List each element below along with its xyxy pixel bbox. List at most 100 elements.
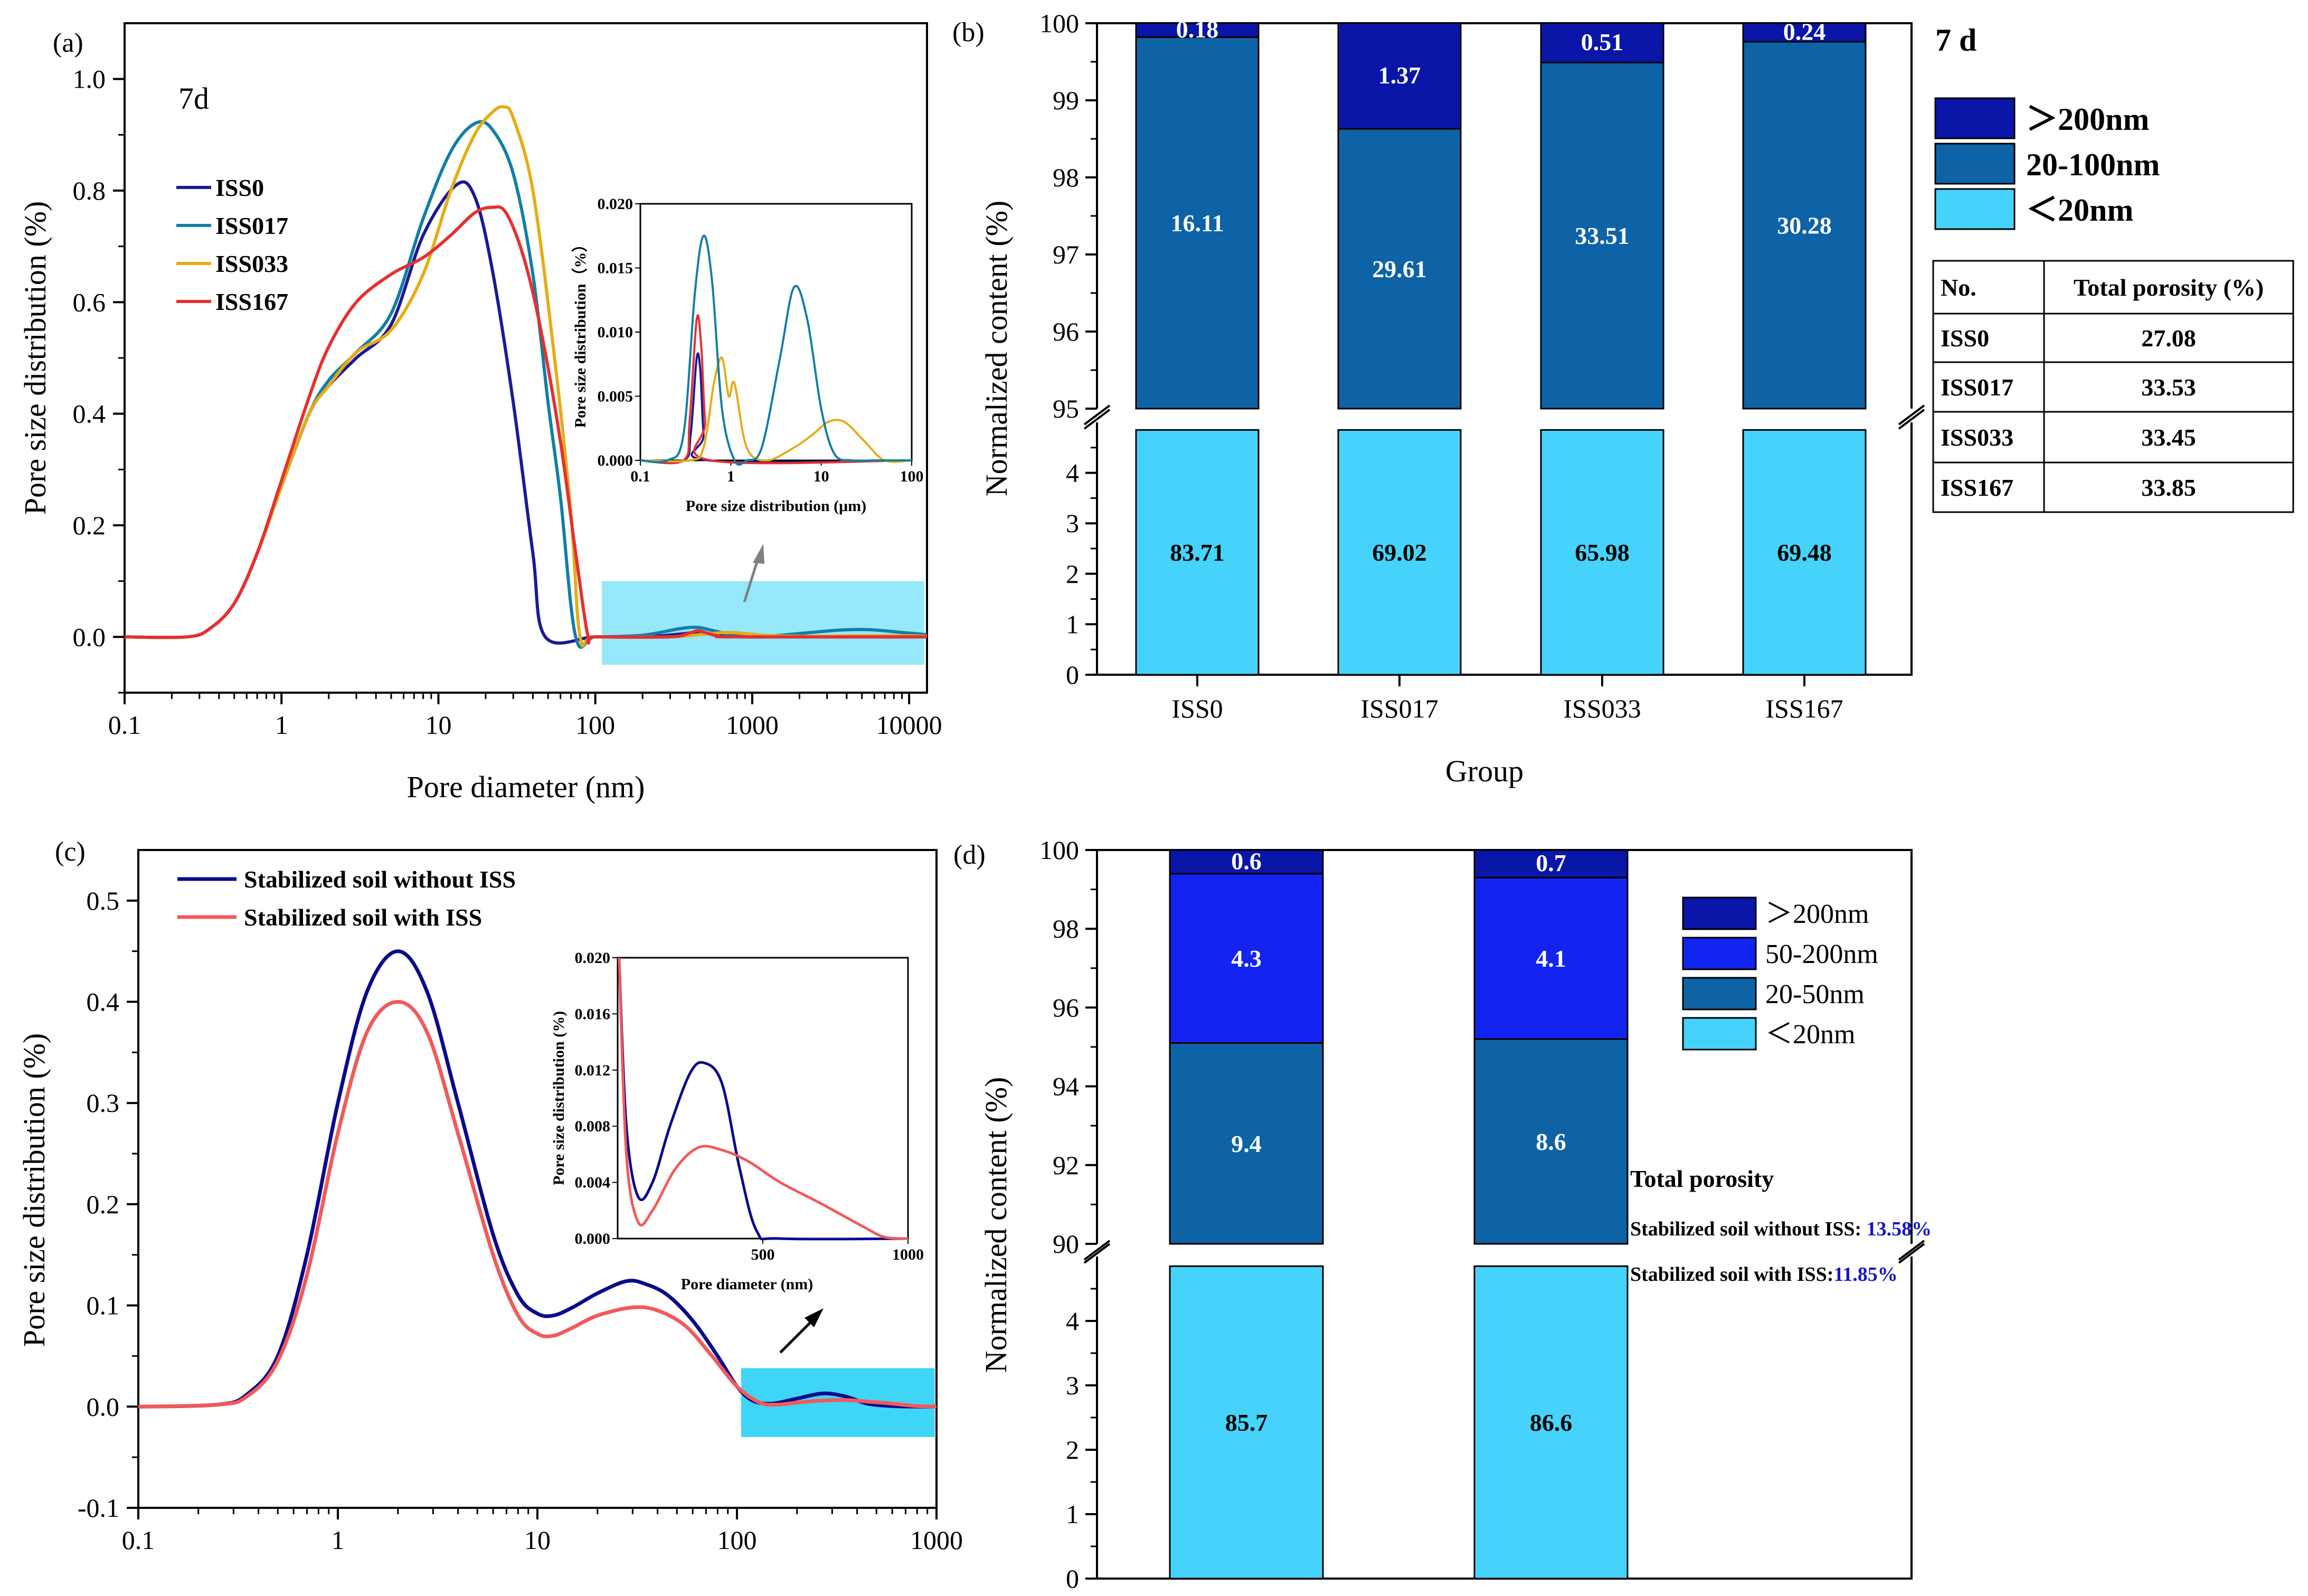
bar-label-b-2-1: 1.37: [1378, 62, 1421, 89]
bar-label-d-1-0: 9.4: [1231, 1130, 1262, 1157]
bar-label-b-1-0: 16.11: [1171, 210, 1224, 237]
legend-label-b-1: 20-100nm: [2026, 147, 2160, 182]
bar-label-b-1-2: 33.51: [1575, 222, 1630, 249]
bar-d-0-0-lower: [1169, 1265, 1324, 1580]
bar-label-d-3-0: 0.6: [1231, 847, 1262, 874]
highlight-box-a: [601, 581, 924, 665]
legend-label-b-2: ＜20nm: [2026, 193, 2133, 228]
inset-line-iss033: [640, 356, 912, 463]
table-cell-group: ISS0: [1941, 325, 1989, 352]
inset-y-tick-label-a: 0.000: [598, 452, 633, 469]
y-tick-label-b: 97: [1053, 240, 1079, 269]
inset-x-label-a: Pore size distribution (μm): [686, 497, 866, 515]
y-tick-label-a: 0.8: [73, 176, 106, 205]
bar-b-2-2-upper: [1540, 22, 1664, 63]
annotation-7d-a: 7d: [178, 81, 209, 116]
bar-d-1-0-upper: [1169, 1042, 1324, 1245]
inset-line-c-0: [618, 957, 909, 1241]
panel-label-c: (c): [55, 837, 86, 867]
inset-y-label-c: Pore size distribution (%): [550, 1011, 567, 1185]
legend-swatch-b-2: [1934, 188, 2016, 230]
y-tick-label-d: 1: [1066, 1499, 1079, 1529]
bar-label-d-2-1: 4.1: [1536, 945, 1566, 972]
legend-label-iss0: ISS0: [215, 174, 264, 201]
bar-d-2-0-upper: [1169, 873, 1324, 1044]
total-porosity-with-value: 11.85%: [1833, 1263, 1897, 1286]
bar-d-2-1-upper: [1473, 876, 1629, 1040]
x-tick-label-b: ISS017: [1360, 694, 1438, 723]
bar-label-b-1-1: 29.61: [1372, 256, 1427, 282]
legend-label-c-0: Stabilized soil without ISS: [244, 866, 516, 893]
table-cell-porosity: 33.85: [2141, 474, 2196, 501]
bar-label-d-3-1: 0.7: [1536, 849, 1566, 876]
legend-swatch-d-0: [1682, 896, 1757, 930]
axis-break-mark-b: [1083, 409, 1111, 430]
x-tick-label-b: ISS0: [1171, 694, 1223, 723]
bar-label-d-0-0: 85.7: [1225, 1409, 1268, 1436]
x-tick-label-a: 1000: [726, 710, 779, 740]
legend-swatch-d-3: [1682, 1017, 1757, 1051]
y-tick-label-d: 0: [1066, 1564, 1079, 1593]
y-tick-label-d: 2: [1066, 1435, 1079, 1465]
legend-label-d-3: ＜20nm: [1765, 1019, 1855, 1050]
bar-d-1-1-upper: [1473, 1038, 1629, 1245]
legend-swatch-b-0: [1934, 97, 2016, 139]
bar-label-b-0-1: 69.02: [1372, 539, 1427, 566]
table-cell-group: ISS033: [1941, 424, 2013, 451]
legend-label-iss167: ISS167: [215, 288, 288, 315]
inset-c-frame: [617, 957, 909, 1240]
y-tick-label-b: 3: [1066, 508, 1079, 538]
bar-b-2-1-upper: [1337, 22, 1462, 130]
legend-label-b-0: ＞200nm: [2026, 102, 2149, 137]
annotation-7d-b: 7 d: [1935, 23, 1976, 58]
y-tick-label-c: 0.0: [87, 1392, 120, 1421]
y-tick-label-a: 1.0: [73, 64, 106, 94]
x-tick-label-c: 10: [524, 1525, 551, 1555]
y-tick-label-d: 3: [1066, 1371, 1079, 1400]
inset-x-tick-label-a: 0.1: [630, 468, 650, 485]
bar-b-0-3-lower: [1742, 429, 1867, 676]
inset-x-tick-label-c: 1000: [892, 1246, 924, 1263]
y-tick-label-b: 4: [1066, 458, 1079, 488]
y-tick-label-d: 96: [1053, 993, 1079, 1022]
inset-line-iss017: [640, 234, 912, 466]
x-tick-label-a: 10000: [876, 710, 942, 740]
bar-label-b-2-2: 0.51: [1581, 29, 1624, 55]
bar-label-d-0-1: 86.6: [1530, 1409, 1573, 1436]
bar-label-b-1-3: 30.28: [1777, 212, 1832, 239]
legend-label-d-0: ＞200nm: [1765, 899, 1869, 929]
bar-b-2-3-upper: [1742, 22, 1867, 43]
inset-y-tick-label-a: 0.020: [598, 195, 633, 213]
y-tick-label-d: 90: [1053, 1229, 1079, 1259]
x-tick-label-b: ISS167: [1765, 694, 1843, 723]
bar-b-0-2-lower: [1540, 429, 1664, 676]
table-cell-porosity: 33.53: [2141, 374, 2196, 401]
legend-swatch-b-1: [1934, 143, 2016, 185]
y-tick-label-c: 0.2: [87, 1189, 120, 1219]
legend-swatch-d-2: [1682, 977, 1757, 1011]
bar-d-3-0-upper: [1169, 849, 1324, 875]
inset-y-tick-label-c: 0.020: [575, 949, 611, 967]
series-line-c-0: [138, 949, 937, 1409]
bar-b-1-3-upper: [1742, 41, 1867, 410]
x-tick-label-c: 1000: [910, 1525, 963, 1555]
y-tick-label-b: 96: [1053, 317, 1079, 346]
x-tick-label-b: ISS033: [1563, 694, 1641, 723]
y-tick-label-b: 95: [1053, 394, 1079, 423]
y-tick-label-a: 0.4: [73, 399, 106, 429]
legend-label-iss017: ISS017: [215, 212, 288, 239]
x-axis-label-a: Pore diameter (nm): [407, 770, 645, 804]
total-porosity-with-d: Stabilized soil with ISS:11.85%: [1630, 1263, 1898, 1286]
axis-break-mark-d: [1898, 1243, 1925, 1264]
bar-d-0-1-lower: [1473, 1265, 1629, 1580]
y-tick-label-b: 99: [1053, 86, 1079, 115]
y-axis-label-b: Normalized content (%): [979, 201, 1014, 496]
table-cell-porosity: 33.45: [2141, 424, 2196, 451]
bar-b-2-0-upper: [1135, 22, 1260, 38]
y-tick-label-d: 100: [1039, 835, 1079, 865]
panel-label-a: (a): [53, 28, 83, 58]
axis-break-mark-d: [1898, 1240, 1925, 1261]
inset-y-tick-label-c: 0.004: [575, 1174, 611, 1192]
inset-a-frame: [639, 203, 913, 461]
total-porosity-without-d: Stabilized soil without ISS: 13.58%: [1630, 1218, 1932, 1240]
